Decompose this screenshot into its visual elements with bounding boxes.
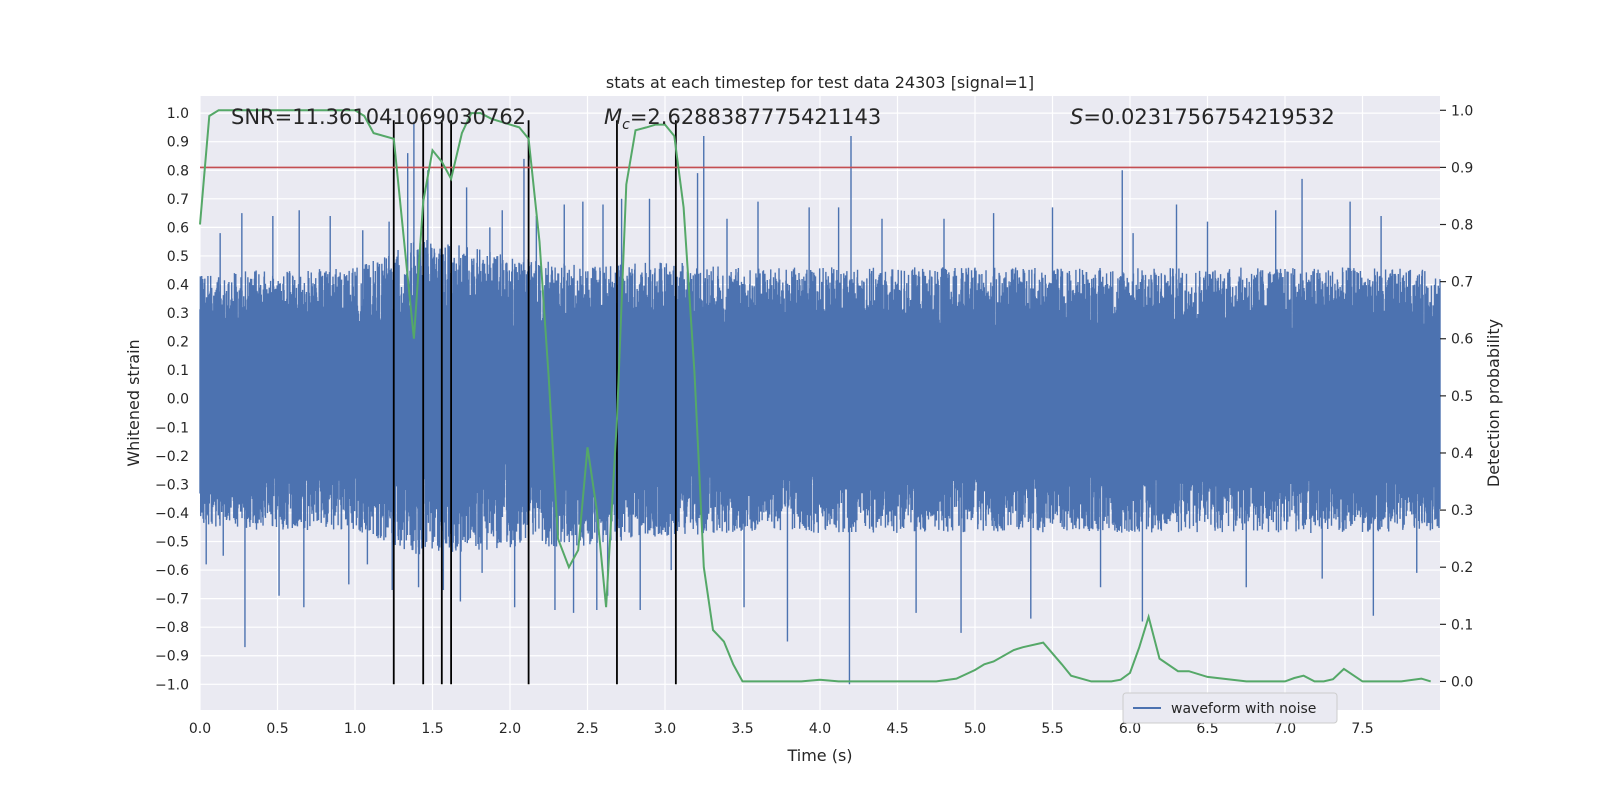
y-right-axis-ticks: 1.0 0.9 0.8 0.7 0.6 0.5 0.4 0.3 0.2 0.1 0.0 (1440, 103, 1473, 690)
y-left-tick-label: 0.9 (167, 135, 189, 151)
y-right-tick-label: 0.4 (1451, 446, 1473, 462)
y-left-tick-label: 0.7 (167, 192, 189, 208)
waveform-path (199, 121, 1441, 685)
y-left-tick-label: −0.7 (155, 592, 189, 608)
y-left-tick-label: −0.8 (155, 620, 189, 636)
chirp-mass-subscript: c (622, 117, 630, 133)
x-tick-label: 7.5 (1351, 721, 1373, 737)
legend-label: waveform with noise (1171, 701, 1316, 717)
chirp-mass-annotation: Mc=2.6288387775421143 (604, 105, 881, 133)
y-left-tick-label: 0.6 (167, 220, 189, 236)
x-tick-label: 4.0 (809, 721, 831, 737)
chirp-mass-symbol: M (604, 105, 622, 129)
y-left-tick-label: −0.6 (155, 563, 189, 579)
y-left-axis-ticks: 1.0 0.9 0.8 0.7 0.6 0.5 0.4 0.3 0.2 0.1 0.0 −0.1 −0.… (155, 106, 189, 693)
x-tick-label: 3.5 (731, 721, 753, 737)
y-left-tick-label: −1.0 (155, 677, 189, 693)
x-tick-label: 2.5 (576, 721, 598, 737)
y-right-tick-label: 0.2 (1451, 560, 1473, 576)
chirp-mass-value: =2.6288387775421143 (630, 105, 881, 129)
s-value: =0.0231756754219532 (1083, 105, 1334, 129)
y-right-axis-label: Detection probability (1484, 319, 1503, 487)
y-left-tick-label: −0.2 (155, 449, 189, 465)
y-left-tick-label: 0.3 (167, 306, 189, 322)
y-right-tick-label: 0.3 (1451, 503, 1473, 519)
s-annotation: S=0.0231756754219532 (1070, 105, 1335, 129)
y-left-tick-label: 0.4 (167, 277, 189, 293)
detection-probability-line (199, 109, 1431, 683)
x-tick-label: 0.5 (266, 721, 288, 737)
y-left-tick-label: 0.1 (167, 363, 189, 379)
waveform-series (199, 121, 1441, 685)
x-tick-label: 5.0 (964, 721, 986, 737)
y-right-tick-label: 0.1 (1451, 617, 1473, 633)
x-tick-label: 6.5 (1196, 721, 1218, 737)
x-axis-ticks: 0.0 0.5 1.0 1.5 2.0 2.5 3.0 3.5 4.0 4.5 5.0 5.5 6.0 6… (189, 721, 1374, 737)
x-tick-label: 0.0 (189, 721, 211, 737)
x-tick-label: 1.5 (421, 721, 443, 737)
y-left-tick-label: 1.0 (167, 106, 189, 122)
y-left-tick-label: 0.5 (167, 249, 189, 265)
legend: waveform with noise (1122, 692, 1338, 724)
y-right-tick-label: 0.0 (1451, 674, 1473, 690)
legend-box (1122, 692, 1338, 724)
s-symbol: S (1070, 105, 1083, 129)
y-left-tick-label: −0.3 (155, 477, 189, 493)
event-markers (392, 120, 677, 685)
y-right-tick-label: 0.7 (1451, 275, 1473, 291)
x-tick-label: 6.0 (1119, 721, 1141, 737)
x-tick-label: 7.0 (1274, 721, 1296, 737)
y-right-tick-label: 0.8 (1451, 218, 1473, 234)
x-tick-label: 4.5 (886, 721, 908, 737)
y-right-tick-label: 0.9 (1451, 160, 1473, 176)
x-axis-label: Time (s) (786, 746, 852, 765)
y-left-tick-label: −0.5 (155, 535, 189, 551)
x-tick-label: 2.0 (499, 721, 521, 737)
chart-title: stats at each timestep for test data 243… (606, 73, 1034, 92)
x-tick-label: 3.0 (654, 721, 676, 737)
x-tick-label: 1.0 (344, 721, 366, 737)
y-left-tick-label: 0.8 (167, 163, 189, 179)
snr-annotation: SNR=11.361041069030762 (231, 105, 526, 129)
y-left-tick-label: −0.1 (155, 420, 189, 436)
y-right-tick-label: 0.5 (1451, 389, 1473, 405)
y-right-tick-label: 1.0 (1451, 103, 1473, 119)
y-left-tick-label: 0.0 (167, 392, 189, 408)
y-left-tick-label: 0.2 (167, 335, 189, 351)
y-left-tick-label: −0.4 (155, 506, 189, 522)
y-left-axis-label: Whitened strain (124, 339, 143, 466)
y-left-tick-label: −0.9 (155, 649, 189, 665)
x-tick-label: 5.5 (1041, 721, 1063, 737)
y-right-tick-label: 0.6 (1451, 332, 1473, 348)
